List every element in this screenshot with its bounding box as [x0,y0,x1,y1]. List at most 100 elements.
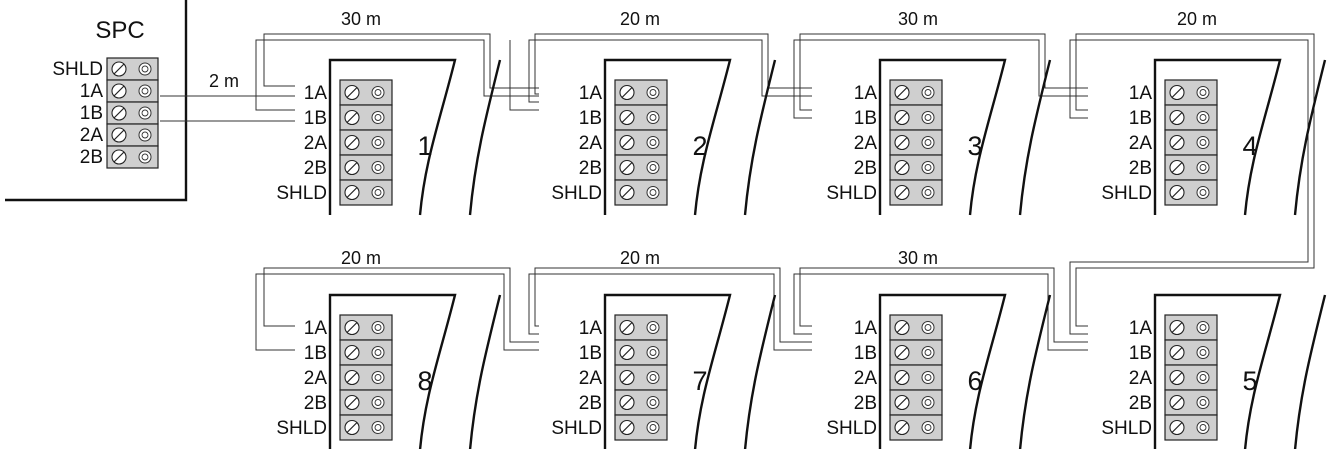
rivet-icon [371,371,385,384]
module-terminal [889,389,943,416]
screw-icon [344,419,360,436]
module-terminal [1164,364,1218,391]
module-terminal-label: 2A [304,133,328,154]
screw-icon [619,394,635,411]
screw-icon [894,84,910,101]
screw-icon [111,61,127,77]
module-enclosure [603,58,732,216]
module-3: 1A 1B 2A 2B SHLD 3 [826,58,1052,216]
module-terminal [889,414,943,441]
screw-icon [619,344,635,361]
module-terminal [1164,129,1218,156]
rivet-icon [371,346,385,359]
spc-terminal [106,145,159,169]
wire-4-5-a [1075,33,1315,327]
screw-icon [344,184,360,201]
module-4: 1A 1B 2A 2B SHLD 4 [1101,58,1327,216]
rivet-icon [1196,111,1210,124]
rivet-icon [138,150,152,164]
wire-3-4-b [793,39,1088,119]
length-into-7: 20 m [620,248,660,268]
module-terminal [614,314,668,341]
spc-terminal [106,123,159,147]
spc-terminal-label: 2A [80,125,104,146]
module-terminal [614,79,668,106]
screw-icon [344,369,360,386]
module-terminal [614,414,668,441]
rivet-icon [138,128,152,142]
module-terminal [339,79,393,106]
spc-terminal [106,101,159,125]
screw-icon [894,369,910,386]
rivet-icon [921,321,935,334]
module-terminal [889,129,943,156]
screw-icon [1169,369,1185,386]
module-terminal-label: 2B [854,393,877,414]
module-terminal-label: SHLD [551,183,602,204]
rivet-icon [646,86,660,99]
module-2: 1A 1B 2A 2B SHLD 2 [551,58,777,216]
screw-icon [1169,184,1185,201]
spc-title: SPC [95,17,144,44]
module-terminal-label: 1A [1129,83,1153,104]
rivet-icon [371,136,385,149]
module-terminal-label: 2B [304,158,327,179]
module-terminal-label: 2A [854,133,878,154]
rivet-icon [921,346,935,359]
module-8: 1A 1B 2A 2B SHLD 8 [276,293,502,449]
wire-5-6-a [799,267,1088,343]
module-terminal [614,179,668,206]
rivet-icon [371,421,385,434]
screw-icon [619,134,635,151]
module-terminal-label: 1A [304,83,328,104]
module-terminal-label: SHLD [551,418,602,439]
module-enclosure-edge [743,294,777,449]
module-enclosure [878,293,1007,449]
module-terminal-label: 2B [854,158,877,179]
spc-terminal-label: 2B [80,147,103,168]
module-terminal-label: 1B [1129,343,1152,364]
rivet-icon [1196,396,1210,409]
module-terminal [339,104,393,131]
module-terminal [1164,154,1218,181]
module-number: 8 [417,366,432,396]
wire-2-3-a [534,33,812,95]
module-terminal-label: 2B [304,393,327,414]
rivet-icon [646,321,660,334]
module-6: 1A 1B 2A 2B SHLD 6 [826,293,1052,449]
module-5: 1A 1B 2A 2B SHLD 5 [1101,293,1327,449]
rivet-icon [371,186,385,199]
module-1: 1A 1B 2A 2B SHLD 1 [276,58,502,216]
module-terminal-label: 1B [1129,108,1152,129]
module-terminal [1164,104,1218,131]
screw-icon [111,83,127,99]
module-terminal-label: 1B [579,108,602,129]
rivet-icon [646,396,660,409]
module-terminal [889,179,943,206]
module-terminal-label: 2A [1129,368,1153,389]
rivet-icon [646,346,660,359]
module-terminal [614,104,668,131]
wire-5-6-b [793,273,1088,351]
module-terminal-label: 1A [304,318,328,339]
rivet-icon [1196,186,1210,199]
rivet-icon [921,111,935,124]
module-terminal-label: 1A [854,318,878,339]
rivet-icon [1196,86,1210,99]
module-terminal [1164,414,1218,441]
screw-icon [1169,134,1185,151]
rivet-icon [646,136,660,149]
screw-icon [894,159,910,176]
screw-icon [111,149,127,165]
rivet-icon [646,111,660,124]
module-terminal-label: 1B [304,343,327,364]
module-terminal [339,129,393,156]
rivet-icon [1196,136,1210,149]
screw-icon [344,159,360,176]
rivet-icon [1196,321,1210,334]
screw-icon [1169,419,1185,436]
rivet-icon [646,161,660,174]
wiring [160,33,1315,351]
